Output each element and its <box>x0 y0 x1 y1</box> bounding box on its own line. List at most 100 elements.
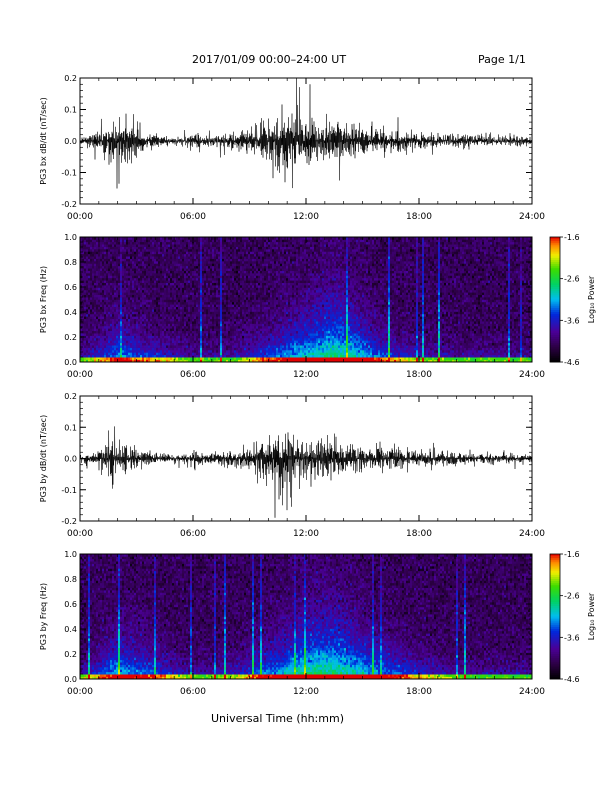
spectrogram-cell <box>204 285 206 288</box>
spectrogram-cell <box>90 251 92 254</box>
spectrogram-cell <box>246 348 248 351</box>
spectrogram-cell <box>178 300 180 303</box>
spectrogram-cell <box>106 263 108 266</box>
spectrogram-cell <box>200 275 202 278</box>
spectrogram-cell <box>82 259 84 262</box>
spectrogram-cell <box>160 345 162 348</box>
spectrogram-cell <box>230 297 232 300</box>
spectrogram-cell <box>192 307 194 310</box>
spectrogram-cell <box>142 316 144 319</box>
spectrogram-cell <box>178 287 180 290</box>
spectrogram-cell <box>188 304 190 307</box>
spectrogram-cell <box>182 300 184 303</box>
spectrogram-cell <box>256 295 258 298</box>
spectrogram-cell <box>184 273 186 276</box>
spectrogram-cell <box>174 295 176 298</box>
spectrogram-cell <box>258 266 260 269</box>
spectrogram-cell <box>162 278 164 281</box>
spectrogram-cell <box>158 249 160 252</box>
spectrogram-cell <box>116 350 118 353</box>
spectrogram-cell <box>166 259 168 262</box>
spectrogram-cell <box>140 259 142 262</box>
spectrogram-cell <box>228 268 230 271</box>
spectrogram-cell <box>214 357 216 360</box>
spectrogram-cell <box>90 309 92 312</box>
spectrogram-cell <box>86 280 88 283</box>
spectrogram-cell <box>220 309 222 312</box>
spectrogram-cell <box>218 307 220 310</box>
spectrogram-cell <box>264 319 266 322</box>
spectrogram-cell <box>142 275 144 278</box>
spectrogram-cell <box>212 326 214 329</box>
spectrogram-cell <box>140 352 142 355</box>
spectrogram-cell <box>208 307 210 310</box>
spectrogram-cell <box>110 333 112 336</box>
spectrogram-cell <box>262 280 264 283</box>
spectrogram-cell <box>238 355 240 358</box>
spectrogram-cell <box>118 297 120 300</box>
spectrogram-cell <box>218 333 220 336</box>
spectrogram-cell <box>212 343 214 346</box>
spectrogram-cell <box>266 352 268 355</box>
spectrogram-cell <box>96 340 98 343</box>
spectrogram-cell <box>264 297 266 300</box>
spectrogram-cell <box>264 328 266 331</box>
spectrogram-cell <box>178 309 180 312</box>
spectrogram-cell <box>84 295 86 298</box>
spectrogram-cell <box>164 244 166 247</box>
spectrogram-cell <box>222 333 224 336</box>
spectrogram-cell <box>168 340 170 343</box>
spectrogram-cell <box>254 324 256 327</box>
spectrogram-cell <box>124 244 126 247</box>
spectrogram-cell <box>164 268 166 271</box>
spectrogram-cell <box>152 304 154 307</box>
spectrogram-cell <box>96 324 98 327</box>
spectrogram-cell <box>222 266 224 269</box>
spectrogram-cell <box>254 263 256 266</box>
spectrogram-cell <box>172 244 174 247</box>
spectrogram-cell <box>106 249 108 252</box>
spectrogram-cell <box>210 287 212 290</box>
spectrogram-cell <box>172 280 174 283</box>
spectrogram-cell <box>190 345 192 348</box>
spectrogram-cell <box>158 283 160 286</box>
spectrogram-cell <box>118 273 120 276</box>
spectrogram-cell <box>192 348 194 351</box>
spectrogram-cell <box>214 304 216 307</box>
spectrogram-cell <box>146 244 148 247</box>
spectrogram-cell <box>184 242 186 245</box>
spectrogram-cell <box>198 266 200 269</box>
spectrogram-cell <box>134 328 136 331</box>
spectrogram-cell <box>156 312 158 315</box>
spectrogram-cell <box>154 287 156 290</box>
spectrogram-cell <box>228 338 230 341</box>
spectrogram-cell <box>96 266 98 269</box>
spectrogram-cell <box>136 261 138 264</box>
spectrogram-cell <box>184 331 186 334</box>
spectrogram-cell <box>252 355 254 358</box>
spectrogram-cell <box>232 273 234 276</box>
spectrogram-cell <box>118 338 120 341</box>
spectrogram-cell <box>174 273 176 276</box>
spectrogram-cell <box>202 280 204 283</box>
spectrogram-cell <box>174 247 176 250</box>
spectrogram-cell <box>140 348 142 351</box>
spectrogram-cell <box>236 328 238 331</box>
spectrogram-cell <box>124 287 126 290</box>
spectrogram-cell <box>104 316 106 319</box>
spectrogram-cell <box>170 287 172 290</box>
spectrogram-cell <box>186 357 188 360</box>
spectrogram-cell <box>166 331 168 334</box>
spectrogram-cell <box>254 278 256 281</box>
spectrogram-cell <box>166 295 168 298</box>
spectrogram-cell <box>220 292 222 295</box>
spectrogram-cell <box>162 266 164 269</box>
spectrogram-cell <box>192 333 194 336</box>
spectrogram-cell <box>236 343 238 346</box>
spectrogram-cell <box>236 302 238 305</box>
spectrogram-cell <box>130 340 132 343</box>
spectrogram-cell <box>184 259 186 262</box>
spectrogram-cell <box>98 297 100 300</box>
spectrogram-cell <box>102 259 104 262</box>
spectrogram-cell <box>116 324 118 327</box>
